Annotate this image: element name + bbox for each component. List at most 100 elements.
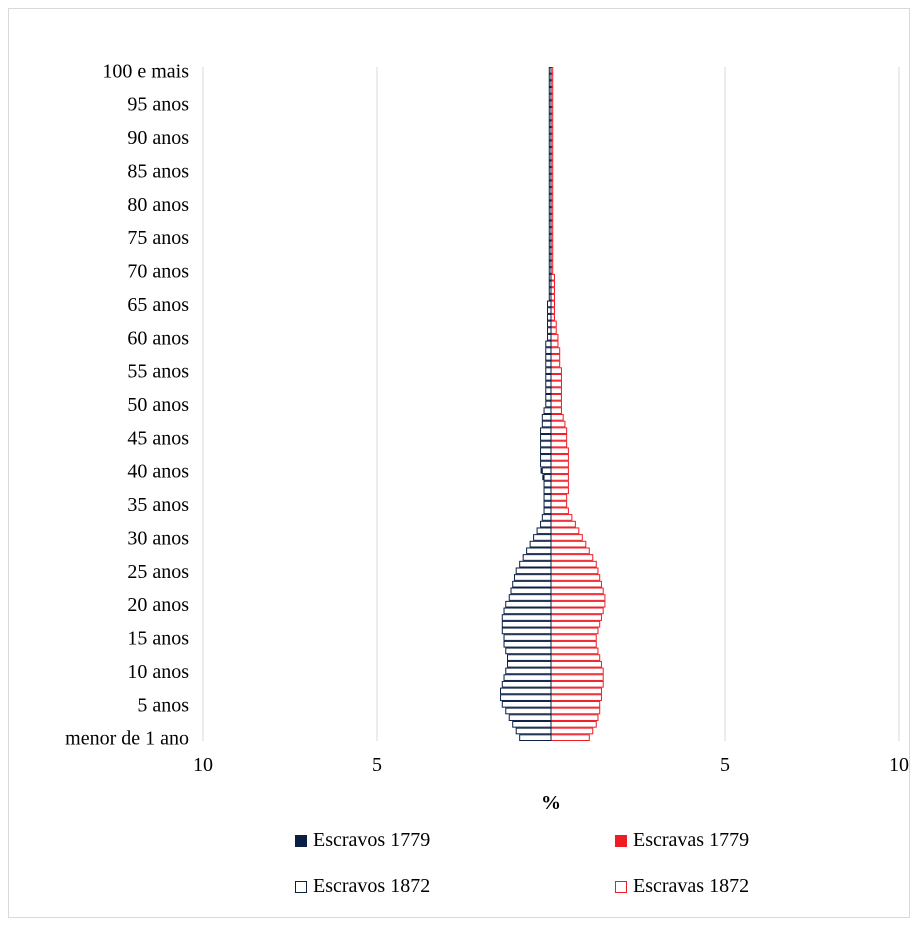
y-tick-label-15: 75 anos (127, 227, 189, 249)
bar-escravos-1872-age-14 (503, 640, 552, 648)
bar-escravas-1872-age-10 (550, 667, 604, 675)
bar-escravas-1872-age-32 (550, 520, 576, 528)
bar-escravas-1872-age-69 (550, 273, 555, 281)
legend-swatch-escravas-1779 (615, 834, 627, 847)
bar-escravos-1872-age-54 (545, 373, 552, 381)
bar-escravos-1872-age-32 (540, 520, 552, 528)
bar-escravas-1872-age-11 (550, 660, 602, 668)
y-tick-label-0: menor de 1 ano (65, 728, 189, 750)
y-tick-label-18: 90 anos (127, 127, 189, 149)
bar-escravos-1872-age-50 (545, 400, 552, 408)
bar-escravos-1872-age-0 (519, 734, 552, 741)
bar-escravas-1872-age-14 (550, 640, 597, 648)
bar-escravas-1872-age-34 (550, 507, 569, 515)
bar-escravos-1872-age-53 (545, 380, 552, 388)
legend-swatch-escravos-1779 (295, 834, 307, 847)
bar-escravas-1872-age-52 (550, 387, 562, 394)
bar-escravos-1872-age-10 (505, 667, 552, 675)
x-tick-label-3: 5 (720, 754, 730, 776)
bar-escravas-1872-age-38 (550, 480, 569, 488)
bar-escravas-1872-age-24 (550, 574, 601, 581)
y-tick-label-14: 70 anos (127, 261, 189, 283)
bar-escravos-1872-age-26 (519, 560, 552, 568)
population-pyramid-chart: menor de 1 ano 5 anos 10 anos 15 anos 20 ano… (65, 60, 909, 814)
bar-escravos-1872-age-64 (547, 307, 552, 314)
bar-escravos-1872-age-16 (501, 627, 552, 635)
x-tick-label-1: 5 (372, 754, 382, 776)
bar-escravos-1872-age-52 (545, 387, 552, 394)
bar-escravas-1872-age-45 (550, 434, 568, 441)
legend-label-escravas-1872: Escravas 1872 (633, 875, 750, 897)
bar-escravas-1872-age-58 (550, 347, 561, 354)
bar-escravas-1872-age-46 (550, 427, 568, 435)
bar-escravos-1872-age-29 (529, 540, 552, 548)
bar-escravos-1872-age-22 (510, 587, 552, 595)
x-axis-title: % (541, 792, 561, 814)
bar-escravos-1872-age-35 (543, 500, 552, 508)
bar-escravas-1872-age-60 (550, 333, 559, 341)
bar-escravas-1872-age-49 (550, 407, 562, 415)
bar-escravas-1872-age-26 (550, 560, 597, 568)
bar-escravas-1872-age-41 (550, 460, 569, 468)
bar-escravas-1872-age-22 (550, 587, 604, 595)
legend-label-escravas-1779: Escravas 1779 (633, 829, 750, 851)
bar-escravos-1872-age-20 (505, 600, 552, 608)
bar-escravas-1872-age-51 (550, 393, 562, 401)
bar-escravas-1872-age-50 (550, 400, 562, 408)
bar-escravas-1872-age-66 (550, 293, 555, 301)
y-tick-label-4: 20 anos (127, 594, 189, 616)
bar-escravas-1872-age-13 (550, 647, 599, 655)
bar-escravas-1872-age-15 (550, 634, 597, 641)
legend-label-escravos-1872: Escravos 1872 (313, 875, 431, 897)
bar-escravos-1872-age-48 (541, 414, 552, 421)
bar-escravos-1872-age-25 (515, 567, 552, 575)
bar-escravos-1872-age-3 (508, 714, 552, 721)
y-tick-label-17: 85 anos (127, 160, 189, 182)
bar-escravos-1872-age-6 (500, 694, 552, 701)
y-tick-label-10: 50 anos (127, 394, 189, 416)
bar-escravos-1872-age-33 (541, 514, 552, 521)
bar-escravos-1872-age-40 (541, 467, 552, 475)
bar-escravas-1872-age-33 (550, 514, 573, 521)
bar-escravas-1872-age-21 (550, 594, 606, 601)
bar-escravas-1872-age-23 (550, 580, 602, 588)
bar-escravas-1872-age-3 (550, 714, 599, 721)
bar-escravas-1872-age-5 (550, 700, 601, 708)
bar-escravos-1872-age-43 (540, 447, 552, 455)
bar-escravas-1872-age-55 (550, 367, 562, 374)
y-tick-label-5: 25 anos (127, 561, 189, 583)
bar-escravos-1872-age-58 (545, 347, 552, 354)
bar-escravos-1872-age-34 (543, 507, 552, 515)
bar-escravas-1872-age-44 (550, 440, 568, 448)
bar-escravas-1872-age-7 (550, 687, 602, 695)
bar-escravas-1872-age-17 (550, 620, 601, 628)
bars-group (500, 67, 606, 741)
bar-escravos-1872-age-36 (543, 494, 552, 501)
bar-escravas-1872-age-28 (550, 547, 590, 555)
bar-escravas-1872-age-12 (550, 654, 601, 661)
y-tick-label-9: 45 anos (127, 427, 189, 449)
y-tick-label-13: 65 anos (127, 294, 189, 316)
bar-escravas-1872-age-36 (550, 494, 568, 501)
bar-escravas-1872-age-31 (550, 527, 580, 535)
x-axis-labels: 10 5 5 10 (193, 754, 909, 776)
y-tick-label-1: 5 anos (137, 694, 189, 716)
bar-escravas-1872-age-59 (550, 340, 559, 348)
bar-escravos-1872-age-9 (503, 674, 552, 681)
bar-escravas-1872-age-35 (550, 500, 568, 508)
legend-item-escravas-1872: Escravas 1872 (615, 875, 749, 898)
bar-escravos-1872-age-28 (526, 547, 552, 555)
bar-escravos-1872-age-17 (501, 620, 552, 628)
bar-escravos-1872-age-49 (543, 407, 552, 415)
bar-escravas-1872-age-47 (550, 420, 566, 428)
bar-escravos-1872-age-47 (541, 420, 552, 428)
bar-escravos-1872-age-39 (543, 474, 552, 481)
bar-escravos-1872-age-24 (513, 574, 552, 581)
bar-escravas-1872-age-1 (550, 727, 594, 735)
bar-escravas-1872-age-53 (550, 380, 562, 388)
bar-escravas-1872-age-9 (550, 674, 604, 681)
bar-escravos-1872-age-31 (536, 527, 552, 535)
y-tick-label-12: 60 anos (127, 327, 189, 349)
bar-escravas-1872-age-8 (550, 680, 604, 688)
bar-escravos-1872-age-65 (547, 300, 552, 308)
